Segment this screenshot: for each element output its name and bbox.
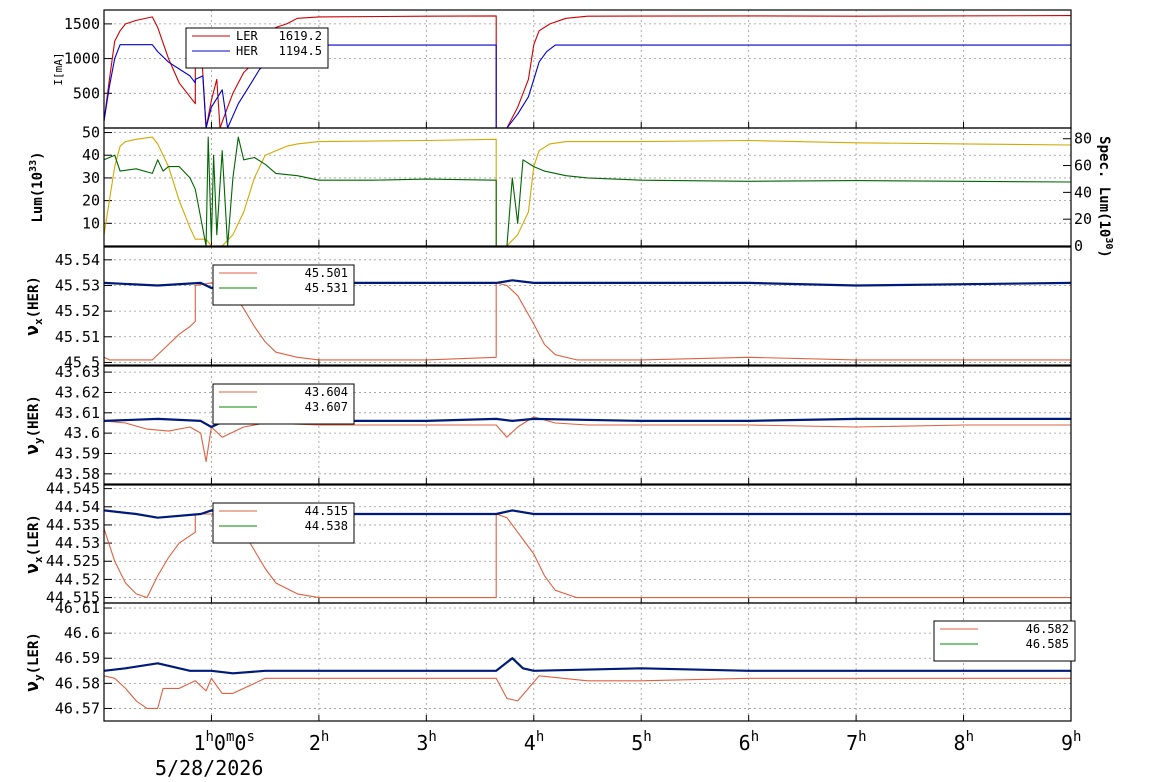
y-tick-label: 1500 bbox=[64, 15, 100, 33]
legend-box bbox=[212, 502, 355, 544]
legend-value: 45.531 bbox=[305, 281, 348, 295]
legend: LER 1619.2 HER 1194.5 bbox=[185, 27, 329, 69]
series-line-1 bbox=[103, 416, 1071, 463]
y2-tick-label: 80 bbox=[1074, 130, 1092, 148]
panel-frame bbox=[103, 365, 1072, 485]
y-axis-label: νx(LER) bbox=[22, 514, 45, 574]
y2-tick-label: 60 bbox=[1074, 157, 1092, 175]
x-tick-label: 2h bbox=[309, 729, 329, 755]
legend-value: 44.515 bbox=[305, 504, 348, 518]
y-tick-label: 43.63 bbox=[55, 363, 100, 381]
y-tick-label: 50 bbox=[82, 124, 100, 142]
y-tick-label: 44.52 bbox=[55, 570, 100, 588]
series-line-2 bbox=[103, 279, 1072, 290]
panel-4: 43.58 43.59 43.6 43.61 43.62 43.63 νy(HER) 43.6… bbox=[22, 363, 1072, 485]
y-tick-label: 1000 bbox=[64, 50, 100, 68]
y2-tick-label: 20 bbox=[1074, 210, 1092, 228]
y-tick-label: 44.53 bbox=[55, 534, 100, 552]
legend-value: 1194.5 bbox=[279, 44, 322, 58]
y-axis-label: νy(LER) bbox=[22, 632, 45, 692]
y-tick-label: 10 bbox=[82, 214, 100, 232]
y-axis-label: νx(HER) bbox=[22, 276, 45, 336]
series-line-2 bbox=[103, 509, 1071, 519]
x-tick-label: 1h0m0s bbox=[193, 729, 254, 755]
x-tick-label: 8h bbox=[954, 729, 974, 755]
panel-frame bbox=[103, 602, 1072, 722]
x-tick-label: 9h bbox=[1061, 729, 1081, 755]
y-tick-label: 44.525 bbox=[46, 552, 100, 570]
x-tick-label: 4h bbox=[524, 729, 544, 755]
series-line-2 bbox=[103, 44, 1071, 129]
y-tick-label: 45.52 bbox=[55, 302, 100, 320]
y-tick-label: 20 bbox=[82, 192, 100, 210]
y-tick-label: 30 bbox=[82, 169, 100, 187]
y-tick-label: 43.6 bbox=[64, 424, 100, 442]
legend-box bbox=[212, 264, 355, 306]
y-tick-label: 46.59 bbox=[55, 649, 100, 667]
series-line-1 bbox=[103, 513, 1071, 599]
y2-tick-label: 0 bbox=[1074, 237, 1083, 255]
y-tick-label: 44.545 bbox=[46, 480, 100, 498]
x-tick-label: 6h bbox=[739, 729, 759, 755]
y-tick-label: 43.62 bbox=[55, 383, 100, 401]
panel-2: 10 20 30 40 50 Lum(1033) 0 20 40 60 80 Spec. Lum(10… bbox=[28, 124, 1114, 258]
legend-value: 43.607 bbox=[305, 400, 348, 414]
y2-axis-label: Spec. Lum(1030) bbox=[1096, 136, 1114, 258]
y-tick-label: 43.58 bbox=[55, 465, 100, 483]
y-tick-label: 44.515 bbox=[46, 589, 100, 607]
y-tick-label: 40 bbox=[82, 146, 100, 164]
y-tick-label: 46.58 bbox=[55, 674, 100, 692]
y-axis-label: I[mA] bbox=[52, 52, 65, 85]
y-axis-label: νy(HER) bbox=[22, 395, 45, 455]
y-tick-label: 45.51 bbox=[55, 328, 100, 346]
series-line-2 bbox=[103, 136, 1072, 247]
series-line-1 bbox=[103, 136, 1072, 247]
y2-tick-label: 40 bbox=[1074, 183, 1092, 201]
x-tick-label: 7h bbox=[846, 729, 866, 755]
x-axis: 5/28/2026 1h0m0s 2h 3h 4h 5h 6h 7h 8h 9h bbox=[155, 729, 1081, 780]
y-tick-label: 43.59 bbox=[55, 444, 100, 462]
y-tick-label: 46.6 bbox=[64, 624, 100, 642]
legend-value: 44.538 bbox=[305, 519, 348, 533]
x-axis-date: 5/28/2026 bbox=[155, 756, 263, 780]
y-tick-label: 45.5 bbox=[64, 353, 100, 371]
series-line-1 bbox=[103, 282, 1071, 361]
legend-value: 46.582 bbox=[1026, 622, 1069, 636]
y-tick-label: 44.535 bbox=[46, 516, 100, 534]
legend-value: 1619.2 bbox=[279, 29, 322, 43]
y-tick-label: 46.61 bbox=[55, 599, 100, 617]
panel-3: 45.5 45.51 45.52 45.53 45.54 νx(HER) 45.50145.… bbox=[22, 246, 1072, 371]
series-line-1 bbox=[103, 675, 1071, 709]
y-tick-label: 44.54 bbox=[55, 498, 100, 516]
panel-6: 46.57 46.58 46.59 46.6 46.61 νy(LER) 46.58246.… bbox=[22, 599, 1076, 722]
legend-box bbox=[933, 620, 1076, 662]
legend-value: 43.604 bbox=[305, 385, 348, 399]
y-tick-label: 43.61 bbox=[55, 404, 100, 422]
y-tick-label: 46.57 bbox=[55, 699, 100, 717]
legend-box bbox=[212, 383, 355, 425]
y-tick-label: 45.54 bbox=[55, 251, 100, 269]
y-axis-label: Lum(1033) bbox=[28, 151, 46, 222]
panel-frame bbox=[103, 246, 1072, 366]
panel-1: 500 1000 1500 I[mA] LER 1619.2 HER 1194.5 bbox=[52, 9, 1072, 129]
panel-frame bbox=[103, 127, 1072, 247]
y-tick-label: 500 bbox=[73, 84, 100, 102]
series-line-2 bbox=[103, 657, 1071, 675]
legend-box bbox=[185, 27, 329, 69]
legend-value: 46.585 bbox=[1026, 637, 1069, 651]
series-line-2 bbox=[103, 415, 1071, 429]
legend-value: 45.501 bbox=[305, 266, 348, 280]
legend-series-name: HER bbox=[236, 44, 258, 58]
legend-series-name: LER bbox=[236, 29, 258, 43]
x-tick-label: 3h bbox=[416, 729, 436, 755]
x-tick-label: 5h bbox=[631, 729, 651, 755]
panel-5: 44.51544.5244.52544.5344.53544.5444.545ν… bbox=[22, 480, 1072, 607]
y-tick-label: 45.53 bbox=[55, 276, 100, 294]
